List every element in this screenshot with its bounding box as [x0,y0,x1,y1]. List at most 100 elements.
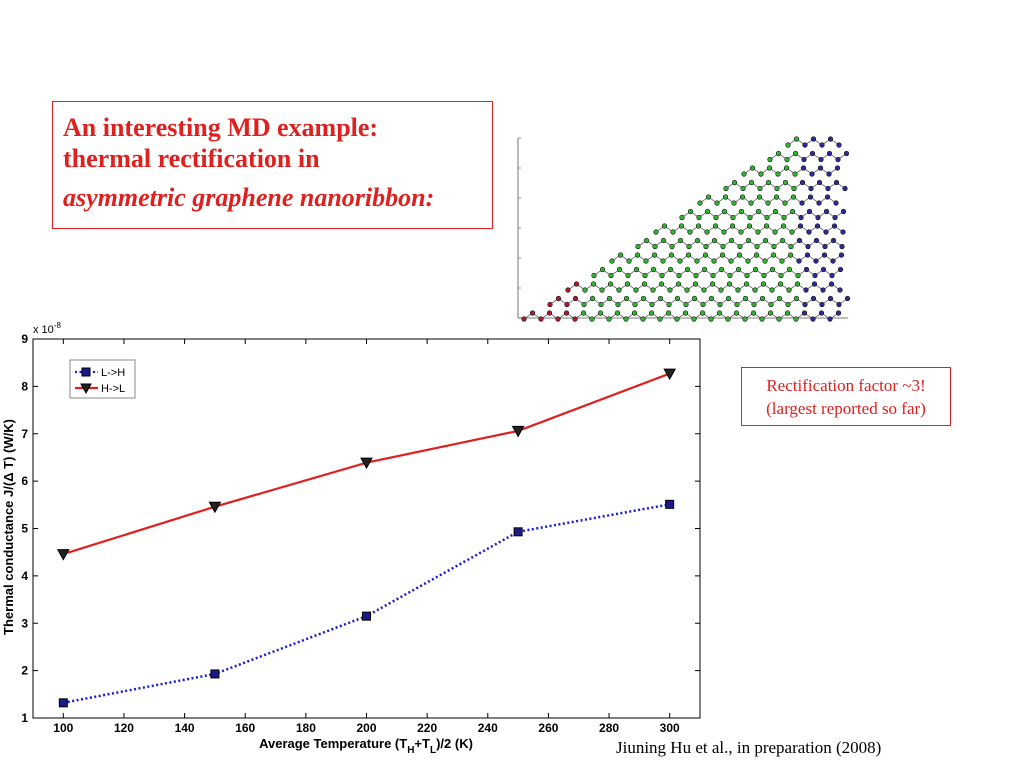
atom [779,258,785,264]
atom [651,252,658,258]
atom [633,266,640,273]
atom [745,237,752,244]
atom [804,252,811,258]
atom [737,243,743,250]
atom [590,281,597,287]
atom [640,295,647,302]
atom [748,179,755,186]
atom [752,287,758,293]
series-line-0 [63,503,670,705]
atom [725,295,732,302]
atom [678,223,685,229]
atom [808,185,814,192]
atom [653,229,659,235]
atom [670,229,676,235]
title-line-1: An interesting MD example: [63,113,379,142]
atom [805,243,811,250]
atom [822,243,828,250]
atom [704,229,710,235]
atom [565,287,571,293]
atom [799,179,806,186]
atom [721,229,727,235]
atom [817,165,824,171]
data-point [663,368,677,381]
x-tick-label: 300 [660,721,680,735]
x-axis-label: Average Temperature (TH+TL)/2 (K) [259,736,473,756]
atom [691,316,697,322]
atom [784,156,790,163]
atom [827,316,833,322]
atom [780,223,787,229]
x-tick-label: 200 [356,721,376,735]
legend-marker [80,383,92,395]
atom [606,295,613,302]
atom [563,310,570,316]
atom [777,281,784,287]
atom [771,243,777,250]
atom [842,185,848,192]
atom [666,301,672,308]
atom [529,310,536,316]
y-axis-label: Thermal conductance J/(Δ T) (W/K) [1,419,16,635]
atom [812,272,818,279]
atom [768,301,774,308]
atom [731,200,737,206]
atom [794,281,801,287]
atom [800,165,807,171]
atom [658,281,665,287]
atom [837,266,844,273]
rectification-note: Rectification factor ~3! (largest report… [741,367,951,426]
y-tick-labels: 1 2 3 4 5 6 7 8 9 [21,332,28,725]
atom [691,295,698,302]
atom [802,142,808,148]
atom [828,281,835,287]
atom [824,194,831,200]
atom [694,258,700,264]
atom [607,281,614,287]
atom [807,194,814,200]
atom [752,266,759,273]
atom [626,258,632,264]
atom [728,237,735,244]
citation: Jiuning Hu et al., in preparation (2008) [616,738,882,757]
data-point [511,425,525,438]
atom [599,287,605,293]
atom [726,281,733,287]
data-point [56,549,70,561]
atom [657,295,664,302]
atom [769,266,776,273]
x-tick-label: 160 [235,721,255,735]
atom [685,252,692,258]
atom [786,266,793,273]
atom [677,258,683,264]
atom [787,252,794,258]
atom [616,266,623,273]
atom [801,310,808,316]
atom [589,316,595,322]
atom [616,287,622,293]
atom [840,208,847,215]
atom [739,194,746,200]
atom [813,258,819,264]
atom [701,266,708,273]
atom [761,272,767,279]
atom [657,316,663,322]
legend-marker [81,367,91,377]
atom [782,200,788,206]
atom [803,266,810,273]
atom [665,310,672,316]
atom [711,237,718,244]
y-multiplier: x 10-8 [33,321,61,336]
atom [757,185,763,192]
atom [749,165,756,171]
atom [735,287,741,293]
atom [755,229,761,235]
y-tick-label: 7 [21,427,28,441]
atom [792,150,799,157]
atom [704,208,711,215]
atom [747,214,753,221]
atom [649,301,655,308]
atom [617,252,624,258]
x-tick-labels: 100 120 140 160 180 200 220 240 260 280 300 [53,721,680,735]
conductance-chart: 100 120 140 160 180 200 220 240 260 280 300 1 2 3 4 5 6… [1,321,701,756]
